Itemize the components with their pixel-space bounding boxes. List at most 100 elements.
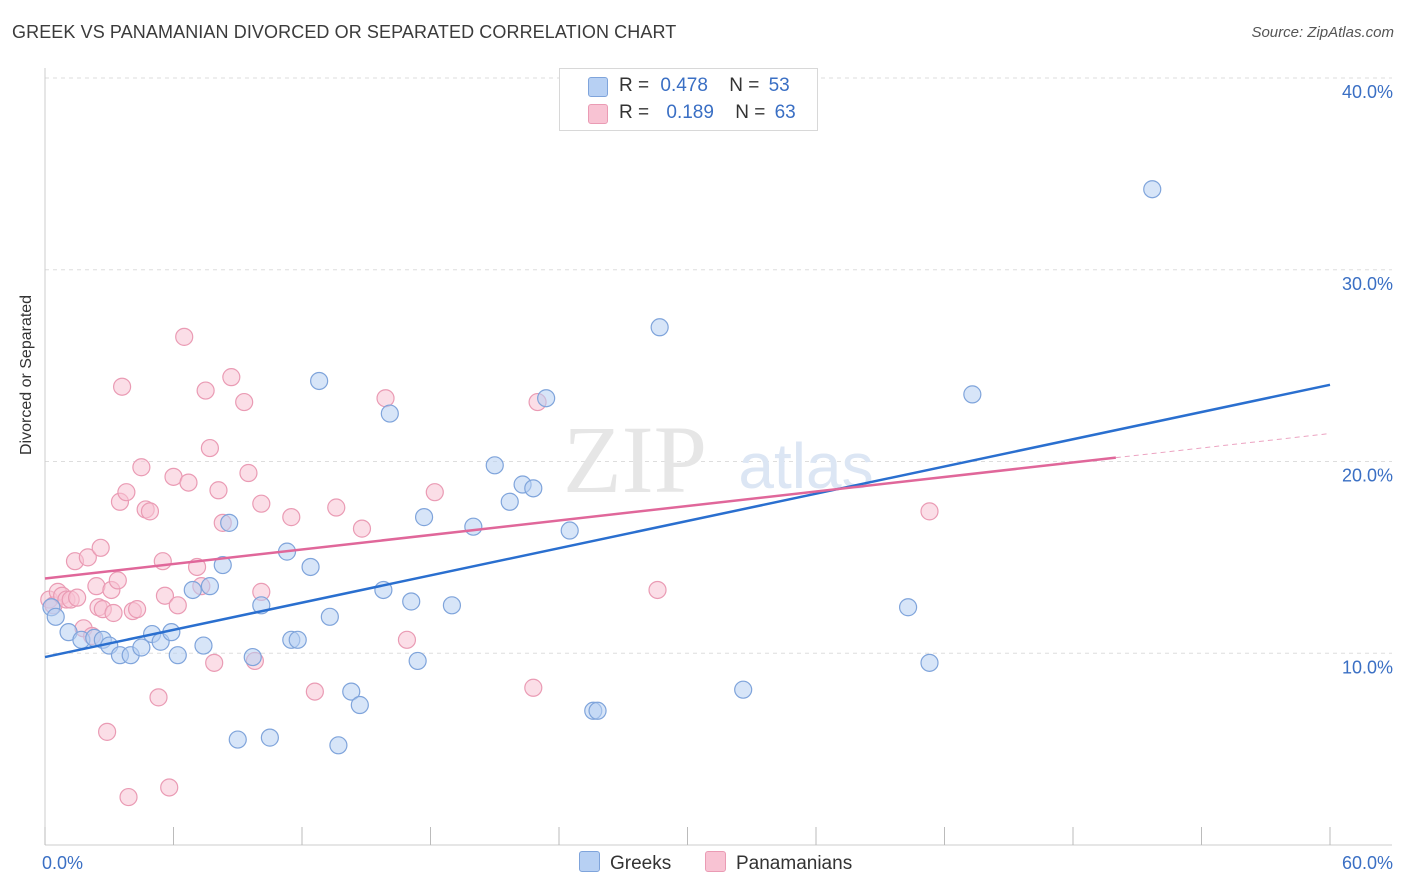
greeks-point xyxy=(342,682,361,701)
greeks-points xyxy=(42,180,1162,755)
greeks-point xyxy=(1143,180,1162,199)
legend-n-label: N = xyxy=(735,102,766,123)
watermark: ZIP atlas xyxy=(563,406,874,513)
greeks-point xyxy=(194,636,213,655)
panamanians-point xyxy=(140,502,160,521)
greeks-point xyxy=(920,653,939,672)
y-tick-label: 40.0% xyxy=(1342,82,1393,102)
greeks-point xyxy=(260,728,279,747)
panamanians-point xyxy=(108,571,127,590)
greeks-point xyxy=(963,385,982,404)
panamanians-point xyxy=(160,778,179,797)
panamanians-point xyxy=(127,600,147,619)
watermark-atlas: atlas xyxy=(738,430,873,502)
panamanians-point xyxy=(87,577,106,596)
legend-n-value: 53 xyxy=(768,75,790,96)
panamanians-point xyxy=(920,502,939,521)
greeks-point xyxy=(524,479,543,498)
y-tick-label: 10.0% xyxy=(1342,657,1393,677)
panamanians-point xyxy=(425,483,444,502)
gridlines xyxy=(45,77,1392,654)
panamanians-trend-extension xyxy=(1115,433,1331,459)
legend-swatch-greeks xyxy=(588,77,608,97)
panamanians-point xyxy=(235,392,254,412)
panamanians-point xyxy=(282,508,301,527)
greeks-point xyxy=(485,456,504,475)
greeks-point xyxy=(288,630,307,649)
tick-labels: 10.0% 20.0% 30.0% 40.0% 0.0% 60.0% xyxy=(42,82,1393,873)
panamanians-point xyxy=(104,603,123,623)
panamanians-point xyxy=(78,548,97,567)
greeks-point xyxy=(588,701,607,720)
bottom-legend-greeks: Greeks xyxy=(579,851,671,875)
greeks-point xyxy=(560,521,579,540)
chart-title: GREEK VS PANAMANIAN DIVORCED OR SEPARATE… xyxy=(12,22,677,42)
panamanians-point xyxy=(397,630,417,649)
greeks-point xyxy=(898,598,918,617)
legend-r-value: 0.189 xyxy=(666,102,714,123)
bottom-legend-label: Greeks xyxy=(610,853,672,874)
greeks-point xyxy=(168,646,187,665)
watermark-zip: ZIP xyxy=(563,406,707,513)
panamanians-point xyxy=(68,588,87,607)
panamanians-point xyxy=(648,580,667,600)
x-tick-label: 0.0% xyxy=(42,853,83,873)
panamanians-point xyxy=(239,463,258,483)
legend: R = 0.478 N = 53 R = 0.189 N = 63 xyxy=(559,68,818,131)
panamanians-point xyxy=(155,586,175,605)
greeks-point xyxy=(310,371,329,391)
panamanians-point xyxy=(179,473,198,492)
greeks-point xyxy=(402,592,421,611)
greeks-point xyxy=(442,596,462,615)
panamanians-point xyxy=(205,653,224,672)
greeks-point xyxy=(200,577,220,596)
panamanians-point xyxy=(305,682,324,701)
legend-n-value: 63 xyxy=(774,102,796,123)
greeks-point xyxy=(414,508,434,527)
y-tick-label: 20.0% xyxy=(1342,466,1393,486)
panamanians-points xyxy=(40,327,939,807)
greeks-point xyxy=(537,389,556,408)
panamanians-trend-line xyxy=(44,456,1116,580)
panamanians-point xyxy=(196,381,215,400)
greeks-point xyxy=(243,647,262,667)
y-tick-label: 30.0% xyxy=(1342,274,1393,294)
trend-lines xyxy=(44,383,1331,659)
legend-swatch-panamanians xyxy=(588,104,608,124)
panamanians-point xyxy=(149,688,168,707)
greeks-point xyxy=(500,492,519,511)
greeks-point xyxy=(350,695,369,715)
source-label: Source: ZipAtlas.com xyxy=(1251,24,1394,41)
panamanians-point xyxy=(327,498,346,517)
panamanians-point xyxy=(209,481,228,500)
panamanians-point xyxy=(524,678,543,697)
panamanians-point xyxy=(98,722,117,741)
panamanians-point xyxy=(175,327,194,346)
panamanians-point xyxy=(222,368,241,387)
panamanians-point xyxy=(252,494,271,513)
x-tick-label: 60.0% xyxy=(1342,853,1393,873)
greeks-point xyxy=(320,607,339,626)
axes xyxy=(44,68,1392,846)
panamanians-point xyxy=(168,596,187,615)
greeks-point xyxy=(228,730,247,749)
panamanians-point xyxy=(119,787,138,807)
greeks-point xyxy=(183,580,202,600)
legend-r-value: 0.478 xyxy=(660,75,708,96)
greeks-point xyxy=(408,651,427,671)
panamanians-point xyxy=(91,538,110,557)
panamanians-point xyxy=(352,519,372,538)
greeks-point xyxy=(46,607,65,626)
panamanians-point xyxy=(153,552,172,571)
greeks-point xyxy=(734,680,753,699)
bottom-legend-label: Panamanians xyxy=(736,853,853,874)
bottom-legend-panamanians: Panamanians xyxy=(705,851,852,875)
greeks-point xyxy=(650,318,669,337)
greeks-point xyxy=(464,517,483,536)
greeks-point xyxy=(380,404,399,423)
greeks-point xyxy=(329,736,348,755)
greeks-trend-line xyxy=(44,383,1331,659)
bottom-legend-swatch-greeks xyxy=(579,851,600,872)
panamanians-point xyxy=(132,458,151,477)
